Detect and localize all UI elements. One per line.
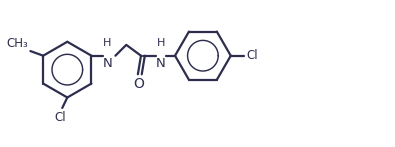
Text: Cl: Cl	[246, 49, 258, 62]
Text: O: O	[133, 77, 144, 91]
Text: N: N	[156, 57, 166, 70]
Text: N: N	[103, 57, 113, 70]
Text: H: H	[103, 38, 111, 48]
Text: CH₃: CH₃	[6, 36, 28, 50]
Text: H: H	[157, 38, 165, 48]
Text: Cl: Cl	[55, 111, 66, 124]
